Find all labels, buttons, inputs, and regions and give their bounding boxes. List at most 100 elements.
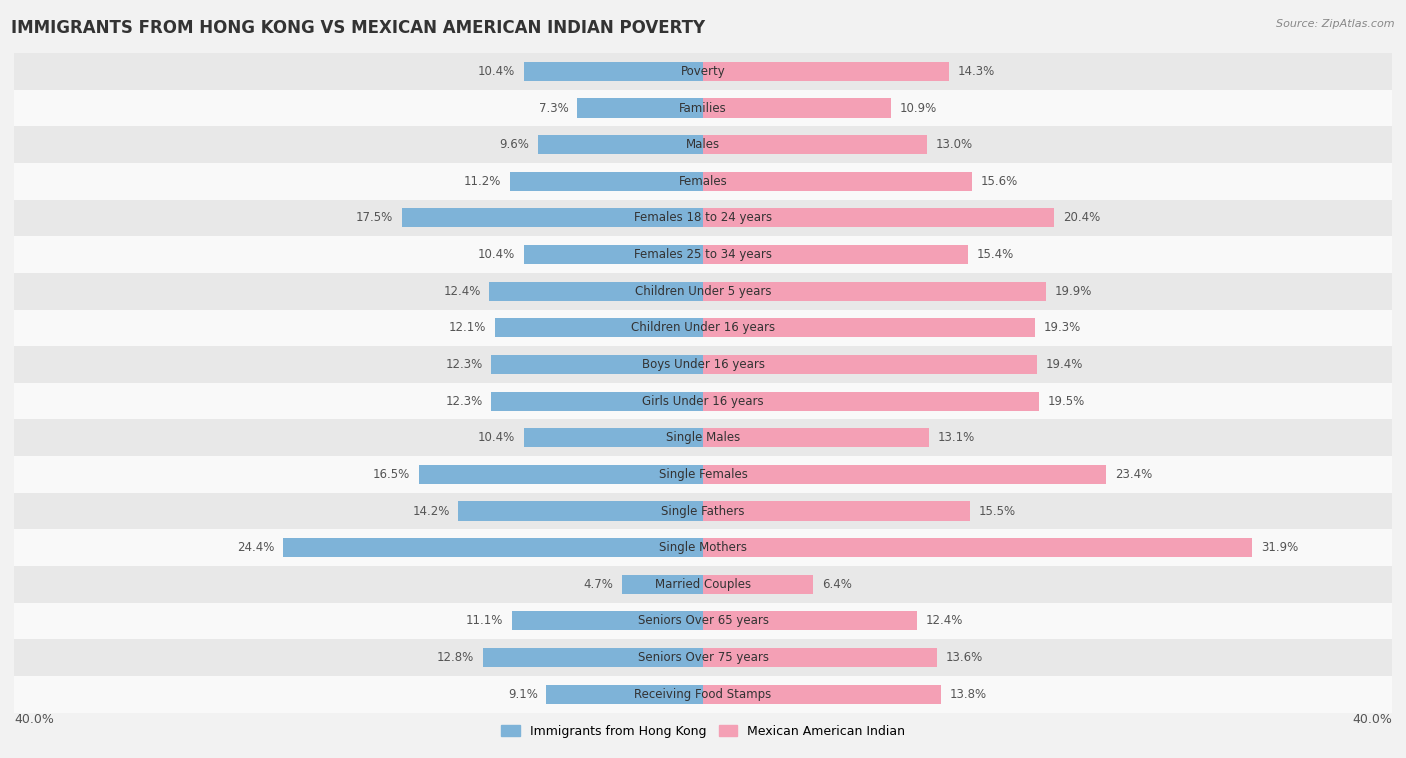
Text: 17.5%: 17.5% (356, 211, 392, 224)
Bar (14, 53, 1392, 89)
Text: 12.3%: 12.3% (446, 395, 482, 408)
Text: 19.5%: 19.5% (1047, 395, 1084, 408)
Bar (703, 62, 949, 81)
Bar (14, 127, 1392, 163)
Bar (482, 648, 703, 667)
Text: 16.5%: 16.5% (373, 468, 411, 481)
Text: Single Fathers: Single Fathers (661, 505, 745, 518)
Bar (491, 355, 703, 374)
Bar (512, 612, 703, 631)
Text: 19.4%: 19.4% (1046, 358, 1083, 371)
Bar (14, 163, 1392, 199)
Bar (419, 465, 703, 484)
Text: 6.4%: 6.4% (823, 578, 852, 590)
Text: 40.0%: 40.0% (1353, 713, 1392, 726)
Bar (14, 346, 1392, 383)
Text: 7.3%: 7.3% (538, 102, 568, 114)
Bar (703, 575, 813, 594)
Bar (703, 502, 970, 521)
Text: 10.4%: 10.4% (478, 248, 515, 261)
Text: 12.4%: 12.4% (443, 285, 481, 298)
Text: 10.4%: 10.4% (478, 431, 515, 444)
Bar (14, 273, 1392, 309)
Text: 12.3%: 12.3% (446, 358, 482, 371)
Bar (14, 603, 1392, 639)
Bar (14, 566, 1392, 603)
Text: Females: Females (679, 175, 727, 188)
Bar (14, 529, 1392, 566)
Text: 4.7%: 4.7% (583, 578, 613, 590)
Bar (703, 245, 969, 264)
Bar (14, 419, 1392, 456)
Text: 20.4%: 20.4% (1063, 211, 1101, 224)
Bar (14, 676, 1392, 713)
Bar (524, 428, 703, 447)
Text: Boys Under 16 years: Boys Under 16 years (641, 358, 765, 371)
Text: 14.2%: 14.2% (412, 505, 450, 518)
Text: 11.2%: 11.2% (464, 175, 502, 188)
Bar (14, 383, 1392, 419)
Bar (402, 208, 703, 227)
Text: 12.8%: 12.8% (437, 651, 474, 664)
Text: 23.4%: 23.4% (1115, 468, 1152, 481)
Bar (703, 392, 1039, 411)
Text: Married Couples: Married Couples (655, 578, 751, 590)
Text: 13.1%: 13.1% (938, 431, 974, 444)
Text: Poverty: Poverty (681, 65, 725, 78)
Text: Girls Under 16 years: Girls Under 16 years (643, 395, 763, 408)
Text: 19.9%: 19.9% (1054, 285, 1091, 298)
Text: Children Under 5 years: Children Under 5 years (634, 285, 772, 298)
Bar (621, 575, 703, 594)
Text: 15.6%: 15.6% (980, 175, 1018, 188)
Bar (703, 318, 1035, 337)
Bar (524, 245, 703, 264)
Bar (489, 282, 703, 301)
Bar (537, 135, 703, 154)
Bar (703, 465, 1107, 484)
Text: Single Females: Single Females (658, 468, 748, 481)
Text: Children Under 16 years: Children Under 16 years (631, 321, 775, 334)
Bar (703, 428, 928, 447)
Text: 15.5%: 15.5% (979, 505, 1015, 518)
Bar (703, 99, 891, 117)
Bar (283, 538, 703, 557)
Text: 12.4%: 12.4% (925, 615, 963, 628)
Text: 13.6%: 13.6% (946, 651, 983, 664)
Bar (703, 355, 1038, 374)
Bar (547, 684, 703, 703)
Bar (703, 135, 927, 154)
Bar (524, 62, 703, 81)
Bar (703, 208, 1054, 227)
Text: Families: Families (679, 102, 727, 114)
Text: Males: Males (686, 138, 720, 151)
Text: 15.4%: 15.4% (977, 248, 1014, 261)
Text: 12.1%: 12.1% (449, 321, 486, 334)
Bar (458, 502, 703, 521)
Text: 40.0%: 40.0% (14, 713, 53, 726)
Text: 9.1%: 9.1% (508, 688, 537, 700)
Text: 10.4%: 10.4% (478, 65, 515, 78)
Text: Single Mothers: Single Mothers (659, 541, 747, 554)
Bar (491, 392, 703, 411)
Text: Single Males: Single Males (666, 431, 740, 444)
Bar (14, 309, 1392, 346)
Bar (703, 684, 941, 703)
Bar (14, 236, 1392, 273)
Text: Seniors Over 65 years: Seniors Over 65 years (637, 615, 769, 628)
Text: 13.0%: 13.0% (935, 138, 973, 151)
Bar (703, 282, 1046, 301)
Text: Females 18 to 24 years: Females 18 to 24 years (634, 211, 772, 224)
Bar (14, 89, 1392, 127)
Bar (703, 648, 938, 667)
Bar (578, 99, 703, 117)
Bar (14, 456, 1392, 493)
Text: 10.9%: 10.9% (900, 102, 936, 114)
Bar (703, 172, 972, 191)
Bar (14, 199, 1392, 236)
Bar (703, 538, 1253, 557)
Legend: Immigrants from Hong Kong, Mexican American Indian: Immigrants from Hong Kong, Mexican Ameri… (496, 719, 910, 743)
Bar (14, 639, 1392, 676)
Text: Receiving Food Stamps: Receiving Food Stamps (634, 688, 772, 700)
Text: IMMIGRANTS FROM HONG KONG VS MEXICAN AMERICAN INDIAN POVERTY: IMMIGRANTS FROM HONG KONG VS MEXICAN AME… (11, 19, 706, 37)
Bar (703, 612, 917, 631)
